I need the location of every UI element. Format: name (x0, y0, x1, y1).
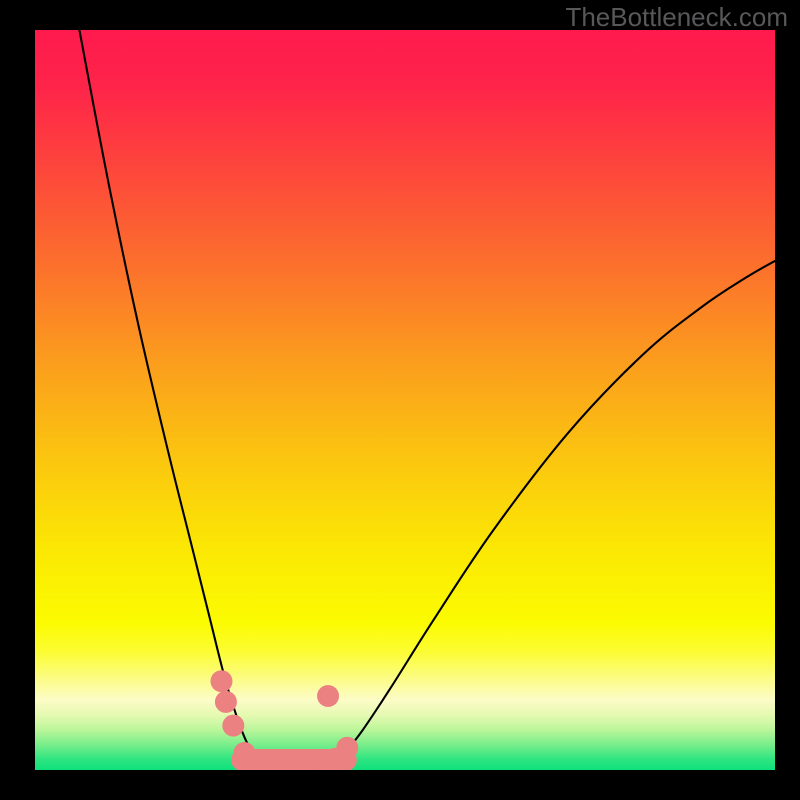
watermark-text: TheBottleneck.com (565, 2, 788, 33)
data-marker (317, 685, 339, 707)
data-marker (215, 691, 237, 713)
data-marker (268, 749, 290, 770)
chart-outer: TheBottleneck.com (0, 0, 800, 800)
plot-area (35, 30, 775, 770)
data-marker (247, 749, 269, 770)
data-marker (290, 749, 312, 770)
plot-svg (35, 30, 775, 770)
data-marker (210, 670, 232, 692)
data-marker (222, 715, 244, 737)
gradient-background (35, 30, 775, 770)
data-marker (336, 737, 358, 759)
